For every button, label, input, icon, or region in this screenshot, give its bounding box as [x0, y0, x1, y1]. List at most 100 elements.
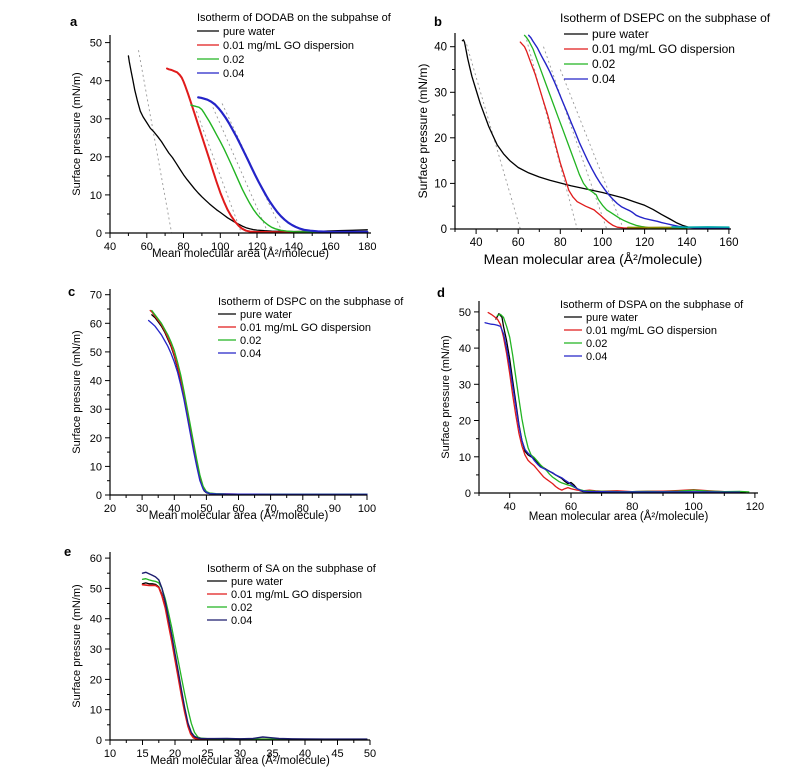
x-tick-label: 40 [299, 748, 311, 760]
y-tick-label: 20 [90, 674, 102, 686]
legend-entry-label: 0.02 [231, 602, 252, 614]
chart-title: Isotherm of DSPC on the subphase of [218, 296, 404, 308]
y-tick-label: 30 [434, 87, 447, 99]
y-tick-label: 40 [90, 376, 102, 388]
y-tick-label: 50 [90, 347, 102, 359]
y-tick-label: 0 [465, 488, 471, 500]
y-tick-label: 0 [96, 735, 102, 747]
x-tick-label: 30 [234, 748, 246, 760]
series-line-pure-water [461, 39, 730, 229]
x-tick-label: 100 [358, 503, 376, 515]
x-tick-label: 20 [104, 503, 116, 515]
x-tick-label: 140 [677, 237, 696, 249]
legend-entry-label: pure water [231, 576, 283, 588]
y-tick-label: 30 [90, 644, 102, 656]
y-axis-label: Surface pressure (mN/m) [440, 335, 452, 458]
series-line-0-04 [197, 96, 369, 233]
x-tick-label: 40 [470, 237, 483, 249]
y-tick-label: 40 [90, 614, 102, 626]
y-tick-label: 50 [459, 307, 471, 319]
y-tick-label: 70 [90, 290, 102, 302]
x-tick-label: 80 [626, 501, 638, 513]
y-tick-label: 10 [434, 178, 447, 190]
chart-title: Isotherm of DSPA on the subphase of [560, 299, 744, 311]
legend-entry-label: 0.01 mg/mL GO dispersion [586, 325, 717, 337]
x-tick-label: 35 [266, 748, 278, 760]
extrapolation-dashed-line-2 [195, 111, 242, 234]
y-tick-label: 40 [434, 42, 447, 54]
x-tick-label: 60 [232, 503, 244, 515]
x-tick-label: 60 [141, 241, 153, 253]
legend-entry-label: 0.02 [223, 54, 244, 66]
x-axis-label: Mean molecular area (Å²/molecule) [529, 510, 709, 523]
series-line-pure-water [127, 55, 368, 233]
y-axis: 0 10 20 30 40 50 [459, 307, 479, 500]
y-tick-label: 10 [90, 190, 102, 202]
legend-entry-label: 0.01 mg/mL GO dispersion [223, 40, 354, 52]
y-tick-label: 20 [434, 133, 447, 145]
y-tick-label: 50 [90, 38, 102, 50]
legend-entry-label: 0.04 [223, 68, 244, 80]
x-tick-label: 40 [504, 501, 516, 513]
y-tick-label: 20 [90, 433, 102, 445]
chart-title: Isotherm of DODAB on the subpahse of [197, 12, 392, 24]
x-tick-label: 120 [746, 501, 764, 513]
chart-title: Isotherm of DSEPC on the subphase of [560, 11, 771, 25]
series-line-0-02 [496, 313, 750, 493]
legend-entry-label: pure water [240, 309, 292, 321]
legend-entry-label: 0.04 [240, 348, 261, 360]
y-axis-label: Surface pressure (mN/m) [71, 330, 83, 453]
y-tick-label: 20 [90, 152, 102, 164]
x-axis-label: Mean molecular area (Å²/molecue) [152, 247, 329, 260]
x-tick-label: 180 [358, 241, 376, 253]
y-tick-label: 50 [90, 583, 102, 595]
x-tick-label: 100 [684, 501, 702, 513]
legend-entry-label: 0.02 [592, 57, 616, 71]
legend-entry-label: 0.01 mg/mL GO dispersion [240, 322, 371, 334]
legend-entry-label: pure water [592, 27, 649, 41]
x-tick-label: 60 [565, 501, 577, 513]
legend-entry-label: 0.04 [586, 351, 607, 363]
legend-entry-label: 0.02 [586, 338, 607, 350]
panel-letter-e: e [64, 544, 71, 559]
x-tick-label: 45 [331, 748, 343, 760]
x-tick-label: 15 [136, 748, 148, 760]
y-axis: 0 10 20 30 40 50 60 70 [90, 290, 110, 502]
legend-entry-label: 0.04 [231, 615, 252, 627]
extrapolation-dashed-line-2 [526, 39, 578, 230]
x-tick-label: 100 [211, 241, 229, 253]
y-tick-label: 10 [90, 705, 102, 717]
chart-title: Isotherm of SA on the subphase of [207, 563, 377, 575]
series-line-0-04 [147, 319, 368, 495]
panel-d: 40 60 80 100 120 0 10 20 30 40 50 Mean molecular ar… [437, 285, 764, 523]
x-axis-label: Mean molecular area (Å²/molecule) [150, 754, 330, 767]
x-tick-label: 160 [321, 241, 339, 253]
y-axis: 0 10 20 30 40 50 [90, 38, 110, 240]
y-axis-label: Surface pressure (mN/m) [71, 72, 83, 195]
series-line-0-04 [528, 34, 730, 229]
panel-letter-c: c [68, 284, 75, 299]
x-tick-label: 50 [364, 748, 376, 760]
y-tick-label: 30 [90, 114, 102, 126]
legend-entry-label: pure water [586, 312, 638, 324]
series-line-0-02 [523, 34, 688, 229]
x-tick-label: 70 [264, 503, 276, 515]
y-axis: 0 10 20 30 40 [434, 42, 455, 236]
x-tick-label: 60 [512, 237, 525, 249]
y-tick-label: 30 [459, 379, 471, 391]
x-tick-label: 120 [248, 241, 266, 253]
legend-entry-label: 0.01 mg/mL GO dispersion [231, 589, 362, 601]
y-tick-label: 20 [459, 416, 471, 428]
x-tick-label: 120 [635, 237, 654, 249]
legend-entry-label: pure water [223, 26, 275, 38]
y-tick-label: 10 [90, 461, 102, 473]
series-line-0-04 [141, 571, 368, 740]
panel-letter-b: b [434, 14, 442, 29]
y-tick-label: 60 [90, 553, 102, 565]
x-axis: 40 60 80 100 120 140 160 180 [104, 233, 376, 253]
panel-letter-d: d [437, 285, 445, 300]
